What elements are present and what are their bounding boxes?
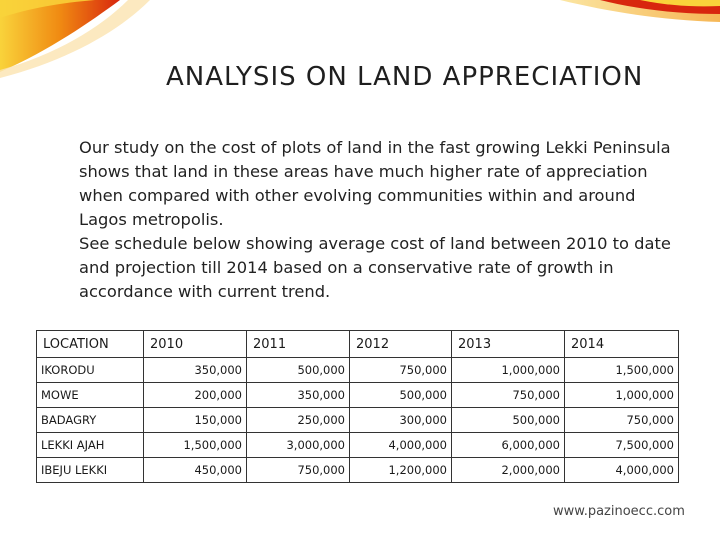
cell-value: 1,200,000: [349, 457, 452, 483]
cell-value: 750,000: [349, 357, 452, 383]
cell-value: 2,000,000: [451, 457, 565, 483]
website-url: www.pazinoecc.com: [553, 504, 685, 519]
intro-text: Our study on the cost of plots of land i…: [79, 136, 679, 304]
cell-value: 3,000,000: [246, 432, 350, 458]
table-row: BADAGRY 150,000 250,000 300,000 500,000 …: [36, 407, 679, 433]
cell-value: 500,000: [246, 357, 350, 383]
cell-value: 300,000: [349, 407, 452, 433]
header-2010: 2010: [143, 330, 247, 358]
cell-value: 4,000,000: [349, 432, 452, 458]
cell-value: 500,000: [349, 382, 452, 408]
intro-paragraph-2: See schedule below showing average cost …: [79, 234, 671, 301]
table-row: IBEJU LEKKI 450,000 750,000 1,200,000 2,…: [36, 457, 679, 483]
cell-location: BADAGRY: [36, 407, 144, 433]
cell-value: 350,000: [143, 357, 247, 383]
table-header-row: LOCATION 2010 2011 2012 2013 2014: [36, 330, 679, 358]
cell-value: 6,000,000: [451, 432, 565, 458]
slide-title: ANALYSIS ON LAND APPRECIATION: [166, 62, 644, 92]
cell-value: 1,000,000: [451, 357, 565, 383]
table-row: MOWE 200,000 350,000 500,000 750,000 1,0…: [36, 382, 679, 408]
header-2012: 2012: [349, 330, 452, 358]
header-location: LOCATION: [36, 330, 144, 358]
cell-value: 750,000: [451, 382, 565, 408]
header-2011: 2011: [246, 330, 350, 358]
cell-value: 350,000: [246, 382, 350, 408]
cell-location: LEKKI AJAH: [36, 432, 144, 458]
header-2014: 2014: [564, 330, 679, 358]
cell-value: 4,000,000: [564, 457, 679, 483]
intro-paragraph-1: Our study on the cost of plots of land i…: [79, 138, 671, 229]
cell-location: MOWE: [36, 382, 144, 408]
cell-value: 1,500,000: [564, 357, 679, 383]
cell-value: 1,000,000: [564, 382, 679, 408]
cell-value: 450,000: [143, 457, 247, 483]
cell-location: IBEJU LEKKI: [36, 457, 144, 483]
cell-value: 500,000: [451, 407, 565, 433]
table-row: LEKKI AJAH 1,500,000 3,000,000 4,000,000…: [36, 432, 679, 458]
cell-value: 7,500,000: [564, 432, 679, 458]
cell-value: 750,000: [564, 407, 679, 433]
table-row: IKORODU 350,000 500,000 750,000 1,000,00…: [36, 357, 679, 383]
cell-value: 750,000: [246, 457, 350, 483]
cell-value: 250,000: [246, 407, 350, 433]
header-2013: 2013: [451, 330, 565, 358]
cell-value: 1,500,000: [143, 432, 247, 458]
land-cost-schedule-table: LOCATION 2010 2011 2012 2013 2014 IKOROD…: [36, 330, 679, 483]
cell-value: 150,000: [143, 407, 247, 433]
cell-value: 200,000: [143, 382, 247, 408]
cell-location: IKORODU: [36, 357, 144, 383]
